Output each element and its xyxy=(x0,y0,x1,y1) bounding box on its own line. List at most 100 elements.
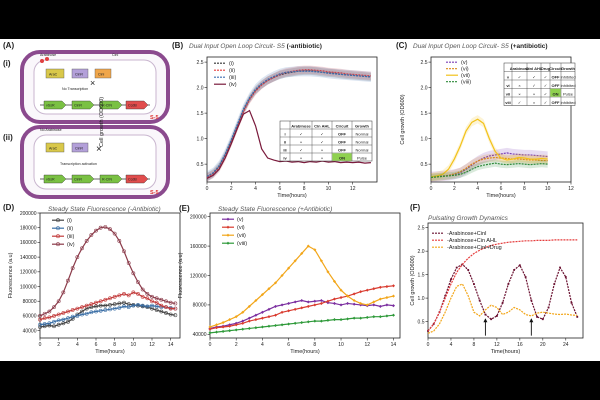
data-point xyxy=(455,266,458,269)
data-point xyxy=(306,300,310,304)
series-line xyxy=(206,109,371,179)
panel-c-title-main: Dual Input Open Loop Circuit- S5 xyxy=(413,43,509,50)
y-tick-label: 1.5 xyxy=(197,111,204,117)
table-cell: Inhibited xyxy=(560,83,575,88)
cross-mark-icon: × xyxy=(90,78,95,88)
table-cell: iii xyxy=(283,148,286,153)
data-point xyxy=(108,307,112,312)
data-point xyxy=(136,291,140,296)
label-ccdb: CcdB xyxy=(128,104,137,108)
table-cell: Pulse xyxy=(357,156,368,161)
legend-label: (ii) xyxy=(67,226,73,232)
data-point xyxy=(513,269,516,271)
data-point xyxy=(254,318,258,322)
table-cell: ✓ xyxy=(532,83,535,88)
y-tick-label: 2.0 xyxy=(421,85,428,91)
gene-arrow-rbs xyxy=(99,174,123,184)
data-point xyxy=(559,266,561,269)
data-point xyxy=(89,233,94,237)
data-point xyxy=(80,246,84,251)
series-2 xyxy=(38,290,178,322)
data-point xyxy=(391,284,396,288)
data-point xyxy=(524,276,527,278)
series-3 xyxy=(430,159,548,181)
cell-diagram-ii: No Arabinose AraC CinR × Transcription a… xyxy=(20,125,170,199)
data-point xyxy=(98,225,103,230)
table-cell: ✓ xyxy=(532,75,535,80)
table-on-highlight xyxy=(332,153,352,161)
table-header-cell: CinI AHL xyxy=(526,66,543,71)
data-point xyxy=(131,271,136,276)
data-point xyxy=(136,303,140,307)
label-cinr: CinR xyxy=(75,73,83,77)
x-tick-label: 8 xyxy=(303,186,306,192)
table-cell: ✓ xyxy=(544,100,547,105)
data-point xyxy=(306,304,310,308)
data-point xyxy=(94,228,98,233)
data-point xyxy=(273,313,278,317)
table-cell: × xyxy=(533,92,536,97)
data-point xyxy=(89,302,94,307)
x-tick-label: 6 xyxy=(95,342,98,348)
panel-b-title: Dual Input Open Loop Circuit- S5 (-antib… xyxy=(189,43,322,50)
data-point xyxy=(131,290,136,295)
data-point xyxy=(103,297,108,302)
label-no-transcription: No Transcription xyxy=(62,87,88,91)
table-cell: Inhibited xyxy=(560,75,575,80)
data-point xyxy=(75,306,80,311)
data-point xyxy=(319,259,323,263)
y-tick-label: 140000 xyxy=(20,255,37,261)
label-rbs: R-CIN xyxy=(102,178,112,182)
data-point xyxy=(518,264,521,267)
data-point xyxy=(313,303,317,307)
figure-svg: (A) (i) (ii) Arabinose CinI AraC CinR Ci… xyxy=(3,41,584,355)
cinl-box xyxy=(94,68,112,79)
label-vsr: vSsR xyxy=(46,178,55,182)
data-point xyxy=(378,315,382,319)
data-point xyxy=(126,305,131,310)
legend-marker xyxy=(56,234,60,239)
data-point xyxy=(38,322,42,327)
data-point xyxy=(378,304,382,308)
table-header-cell: Circuit xyxy=(336,124,349,129)
table-cell: ✓ xyxy=(544,83,547,88)
data-point xyxy=(365,288,369,292)
data-point xyxy=(122,291,126,296)
data-point xyxy=(326,318,330,322)
legend-marker xyxy=(226,217,230,221)
label-s5: S-5 xyxy=(150,190,159,196)
data-point xyxy=(164,311,168,315)
data-point xyxy=(103,308,108,312)
label-rbs: R-CIN xyxy=(102,104,112,108)
data-point xyxy=(541,318,544,321)
data-point xyxy=(52,319,56,324)
data-point xyxy=(117,305,122,310)
data-point xyxy=(273,304,278,308)
data-point xyxy=(391,294,396,298)
data-point xyxy=(80,305,84,310)
x-tick-label: 4 xyxy=(476,186,479,192)
table-cell: ON xyxy=(553,92,559,97)
data-point xyxy=(260,316,264,320)
data-point xyxy=(52,324,56,329)
data-point xyxy=(319,319,323,323)
data-point xyxy=(553,283,556,285)
data-point xyxy=(352,292,356,296)
data-point xyxy=(52,305,56,310)
data-point xyxy=(378,297,382,301)
y-tick-label: 1.5 xyxy=(418,272,425,278)
y-tick-label: 2.0 xyxy=(418,249,425,255)
data-point xyxy=(280,310,284,314)
data-point xyxy=(385,303,389,307)
data-point xyxy=(241,310,245,314)
data-point xyxy=(122,304,126,309)
data-point xyxy=(122,249,126,254)
data-point xyxy=(75,314,80,318)
data-point xyxy=(293,259,297,263)
y-tick-label: 1.0 xyxy=(197,136,204,142)
series-0 xyxy=(427,263,579,332)
data-point xyxy=(70,308,75,312)
x-tick-label: 24 xyxy=(563,342,569,348)
data-point xyxy=(467,269,470,271)
arabinose-molecule-icon xyxy=(40,59,44,63)
